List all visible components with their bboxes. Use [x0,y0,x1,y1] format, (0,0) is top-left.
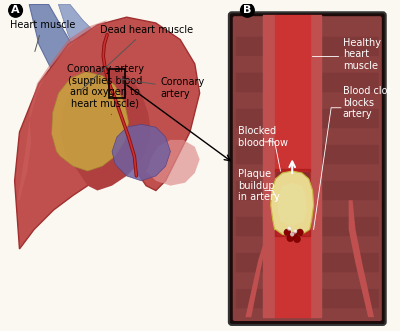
Polygon shape [60,66,151,191]
FancyBboxPatch shape [229,12,386,325]
Polygon shape [15,17,200,249]
Circle shape [294,236,300,243]
FancyBboxPatch shape [0,5,390,327]
FancyBboxPatch shape [236,109,379,128]
Circle shape [287,226,291,230]
FancyBboxPatch shape [236,253,379,272]
FancyBboxPatch shape [236,37,379,56]
Text: Heart muscle: Heart muscle [10,20,75,52]
Circle shape [240,4,254,17]
Text: Dead heart muscle: Dead heart muscle [80,25,193,91]
FancyBboxPatch shape [236,289,379,308]
Circle shape [287,235,294,242]
FancyBboxPatch shape [236,181,379,200]
Polygon shape [349,200,380,317]
Polygon shape [52,72,128,171]
FancyBboxPatch shape [236,145,379,164]
Text: Coronary artery
(supplies blood
and oxygen to
heart muscle): Coronary artery (supplies blood and oxyg… [67,64,144,115]
Polygon shape [271,171,314,236]
Text: Healthy
heart
muscle: Healthy heart muscle [343,38,381,71]
Polygon shape [18,20,107,200]
Polygon shape [240,200,275,317]
Circle shape [284,229,291,236]
Text: Plaque
buildup
in artery: Plaque buildup in artery [238,169,279,202]
Text: A: A [11,5,20,15]
Bar [109,69,125,98]
Polygon shape [112,124,170,181]
Circle shape [290,232,294,236]
Polygon shape [58,5,136,105]
Polygon shape [29,5,127,122]
Circle shape [291,232,298,239]
Polygon shape [278,183,307,226]
Circle shape [296,229,303,236]
FancyBboxPatch shape [236,217,379,236]
Circle shape [9,4,22,17]
Text: B: B [243,5,252,15]
Circle shape [293,229,297,233]
Text: Blood clot
blocks
artery: Blood clot blocks artery [343,86,391,119]
Text: Coronary
artery: Coronary artery [120,77,205,99]
Polygon shape [146,140,200,186]
FancyBboxPatch shape [233,16,382,321]
FancyBboxPatch shape [236,73,379,92]
Text: Blocked
blood flow: Blocked blood flow [238,126,288,148]
